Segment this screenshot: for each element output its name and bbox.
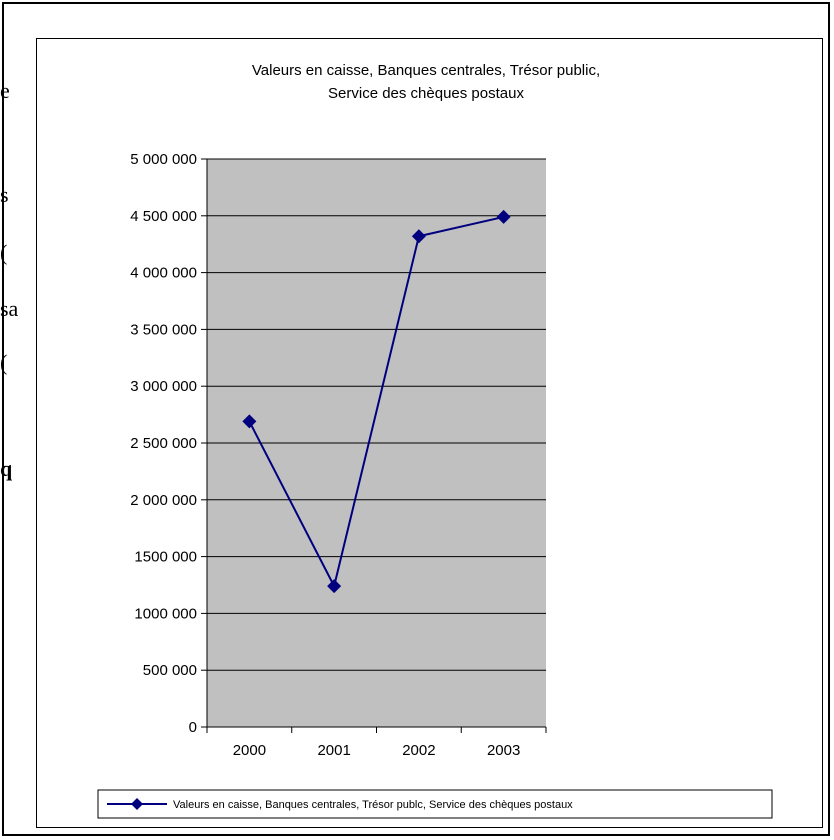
chart-container: Valeurs en caisse, Banques centrales, Tr… bbox=[36, 38, 823, 828]
background-text-fragment: sa bbox=[0, 296, 19, 321]
axes bbox=[206, 159, 547, 733]
x-tick-label: 2002 bbox=[402, 742, 435, 759]
data-point-marker bbox=[327, 579, 342, 594]
chart-title-line-2: Service des chèques postaux bbox=[328, 85, 524, 102]
x-axis-tick-labels: 2000 2001 2002 2003 bbox=[233, 742, 521, 759]
y-tick-label: 4 500 000 bbox=[130, 208, 197, 225]
y-tick-label: 1500 000 bbox=[134, 549, 197, 566]
gridlines bbox=[201, 158, 546, 728]
x-tick-label: 2001 bbox=[317, 742, 350, 759]
background-text-fragment: s bbox=[0, 182, 9, 207]
y-tick-label: 3 500 000 bbox=[130, 321, 197, 338]
background-text-fragment: e bbox=[0, 78, 10, 103]
series-group bbox=[242, 209, 511, 594]
x-tick-label: 2000 bbox=[233, 742, 266, 759]
chart-title-line-1: Valeurs en caisse, Banques centrales, Tr… bbox=[252, 62, 600, 79]
legend-label: Valeurs en caisse, Banques centrales, Tr… bbox=[173, 799, 573, 811]
background-text-fragment: ( bbox=[0, 240, 8, 265]
data-point-marker bbox=[242, 414, 257, 429]
data-point-marker bbox=[496, 209, 511, 224]
data-point-marker bbox=[411, 229, 426, 244]
y-tick-label: 2 000 000 bbox=[130, 492, 197, 509]
legend-marker-swatch bbox=[131, 798, 143, 810]
y-tick-label: 5 000 000 bbox=[130, 151, 197, 168]
y-tick-label: 500 000 bbox=[143, 662, 197, 679]
legend-box bbox=[97, 789, 773, 819]
y-tick-label: 3 000 000 bbox=[130, 378, 197, 395]
y-axis-tick-labels: 0 500 000 1000 000 1500 000 2 000 000 2 500 0… bbox=[130, 151, 197, 736]
line-chart: Valeurs en caisse, Banques centrales, Tr… bbox=[97, 62, 773, 819]
y-tick-label: 4 000 000 bbox=[130, 265, 197, 282]
background-text-fragment: q bbox=[0, 456, 13, 481]
background-text-fragment: ( bbox=[0, 350, 8, 375]
x-tick-label: 2003 bbox=[487, 742, 520, 759]
series-line bbox=[248, 215, 504, 589]
y-tick-label: 1000 000 bbox=[134, 605, 197, 622]
y-tick-label: 0 bbox=[189, 719, 197, 736]
y-tick-label: 2 500 000 bbox=[130, 435, 197, 452]
